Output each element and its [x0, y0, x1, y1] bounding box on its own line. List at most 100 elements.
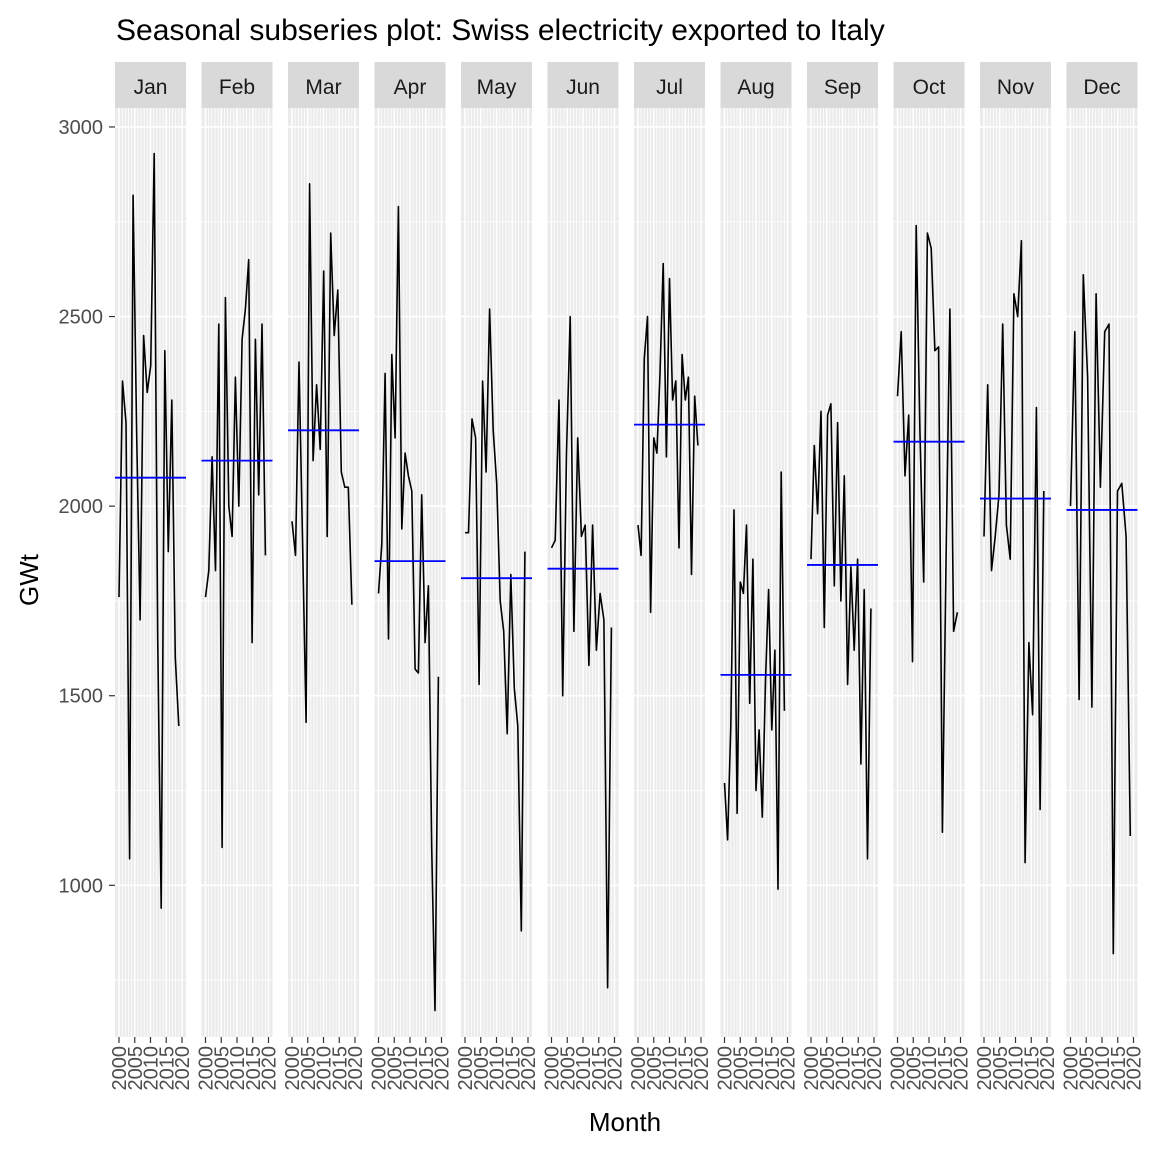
x-tick-label: 2015 [243, 1046, 265, 1091]
x-tick-label: 2010 [1092, 1046, 1114, 1091]
x-tick-label: 2000 [1061, 1046, 1083, 1091]
strip-background [720, 62, 792, 108]
y-tick-label: 1000 [59, 875, 104, 897]
strip-label: Apr [394, 76, 427, 99]
x-tick-label: 2020 [1124, 1046, 1146, 1091]
x-tick-label: 2005 [384, 1046, 406, 1091]
x-tick-label: 2010 [400, 1046, 422, 1091]
y-tick-label: 2500 [59, 307, 104, 329]
strip-background [288, 62, 359, 108]
strip-label: Aug [737, 76, 774, 99]
strip-background [201, 62, 273, 108]
strip-label: Feb [219, 76, 255, 99]
x-axis-title: Month [589, 1107, 661, 1137]
strip-background [980, 62, 1051, 108]
x-tick-label: 2005 [817, 1046, 839, 1091]
strip-label: Dec [1083, 76, 1120, 99]
x-tick-label: 2000 [196, 1046, 218, 1091]
x-tick-label: 2005 [903, 1046, 925, 1091]
x-tick-label: 2005 [211, 1046, 233, 1091]
strip-background [115, 62, 186, 108]
x-tick-label: 2005 [298, 1046, 320, 1091]
x-tick-label: 2020 [518, 1046, 540, 1091]
series-line-nov [983, 239, 1045, 864]
x-tick-label: 2015 [416, 1046, 438, 1091]
x-tick-label: 2010 [573, 1046, 595, 1091]
x-tick-label: 2005 [1076, 1046, 1098, 1091]
x-tick-label: 2005 [990, 1046, 1012, 1091]
strip-label: Jan [134, 76, 168, 99]
x-tick-label: 2000 [369, 1046, 391, 1091]
x-tick-label: 2010 [227, 1046, 249, 1091]
strip-label: Nov [997, 76, 1035, 99]
panels: Jan20002005201020152020Feb20002005201020… [109, 62, 1146, 1091]
x-tick-label: 2015 [502, 1046, 524, 1091]
x-tick-label: 2015 [329, 1046, 351, 1091]
x-tick-label: 2020 [1037, 1046, 1059, 1091]
chart-title: Seasonal subseries plot: Swiss electrici… [116, 14, 885, 47]
x-tick-label: 2015 [762, 1046, 784, 1091]
x-tick-label: 2005 [557, 1046, 579, 1091]
series-line-jan [118, 152, 180, 909]
strip-label: Jun [566, 76, 600, 99]
x-tick-label: 2010 [314, 1046, 336, 1091]
x-tick-label: 2020 [345, 1046, 367, 1091]
y-tick-label: 3000 [59, 117, 104, 139]
x-tick-label: 2000 [109, 1046, 131, 1091]
series-line-sep [810, 402, 872, 860]
strip-background [893, 62, 965, 108]
x-tick-label: 2020 [172, 1046, 194, 1091]
series-line-mar [291, 183, 353, 724]
strip-background [374, 62, 446, 108]
strip-background [1066, 62, 1138, 108]
x-tick-label: 2000 [282, 1046, 304, 1091]
x-tick-label: 2000 [974, 1046, 996, 1091]
x-tick-label: 2020 [259, 1046, 281, 1091]
x-tick-label: 2005 [644, 1046, 666, 1091]
x-tick-label: 2010 [1006, 1046, 1028, 1091]
series-line-jun [550, 315, 613, 989]
series-line-dec [1069, 273, 1132, 955]
x-tick-label: 2015 [935, 1046, 957, 1091]
x-tick-label: 2010 [141, 1046, 163, 1091]
x-tick-label: 2020 [432, 1046, 454, 1091]
x-tick-label: 2015 [589, 1046, 611, 1091]
x-tick-label: 2000 [801, 1046, 823, 1091]
x-tick-label: 2020 [864, 1046, 886, 1091]
x-tick-label: 2015 [675, 1046, 697, 1091]
x-tick-label: 2010 [487, 1046, 509, 1091]
x-tick-label: 2010 [919, 1046, 941, 1091]
y-axis-title: GWt [14, 553, 44, 606]
y-tick-label: 2000 [59, 496, 104, 518]
x-tick-label: 2015 [1108, 1046, 1130, 1091]
x-tick-label: 2020 [778, 1046, 800, 1091]
x-tick-label: 2010 [660, 1046, 682, 1091]
series-line-feb [204, 258, 267, 849]
x-tick-label: 2000 [715, 1046, 737, 1091]
strip-background [807, 62, 878, 108]
x-tick-label: 2015 [848, 1046, 870, 1091]
y-tick-label: 1500 [59, 686, 104, 708]
strip-background [634, 62, 705, 108]
x-tick-label: 2005 [471, 1046, 493, 1091]
series-line-jul [637, 262, 699, 614]
x-tick-label: 2015 [156, 1046, 178, 1091]
strip-label: Mar [305, 76, 341, 99]
x-tick-label: 2020 [691, 1046, 713, 1091]
x-tick-label: 2010 [833, 1046, 855, 1091]
x-tick-label: 2005 [125, 1046, 147, 1091]
x-tick-label: 2005 [730, 1046, 752, 1091]
series-line-may [465, 308, 526, 932]
strip-background [547, 62, 619, 108]
